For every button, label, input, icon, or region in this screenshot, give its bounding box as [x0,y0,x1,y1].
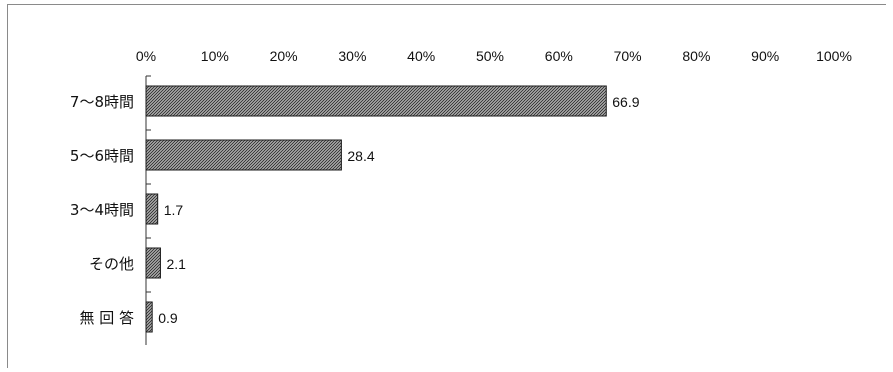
bar [145,193,159,225]
x-tick-label: 10% [201,48,229,64]
chart-frame [7,4,886,368]
x-tick-label: 60% [545,48,573,64]
category-label: その他 [89,255,134,273]
x-tick-label: 90% [751,48,779,64]
x-tick-label: 100% [816,48,852,64]
category-label: 無 回 答 [79,309,134,327]
bars [145,85,607,333]
data-label: 0.9 [158,310,178,326]
bar [145,139,342,171]
x-tick-label: 40% [407,48,435,64]
x-axis-ticks: 0% 10% 20% 30% 40% 50% 60% 70% 80% 90% 100% [136,48,852,64]
x-tick-label: 70% [614,48,642,64]
x-tick-label: 30% [338,48,366,64]
data-label: 1.7 [164,202,184,218]
x-tick-label: 20% [270,48,298,64]
bar [145,301,153,333]
bar [145,247,161,279]
data-label: 2.1 [166,256,186,272]
data-label: 28.4 [347,148,374,164]
category-label: 7～8時間 [70,93,134,111]
labels: 7～8時間 66.9 5～6時間 28.4 3～4時間 1.7 その他 2.1 無 回 答 0.9 [70,93,640,327]
x-tick-label: 0% [136,48,156,64]
category-label: 3～4時間 [70,201,134,219]
category-label: 5～6時間 [70,147,134,165]
x-tick-label: 80% [682,48,710,64]
data-label: 66.9 [612,94,639,110]
x-tick-label: 50% [476,48,504,64]
bar [145,85,607,117]
